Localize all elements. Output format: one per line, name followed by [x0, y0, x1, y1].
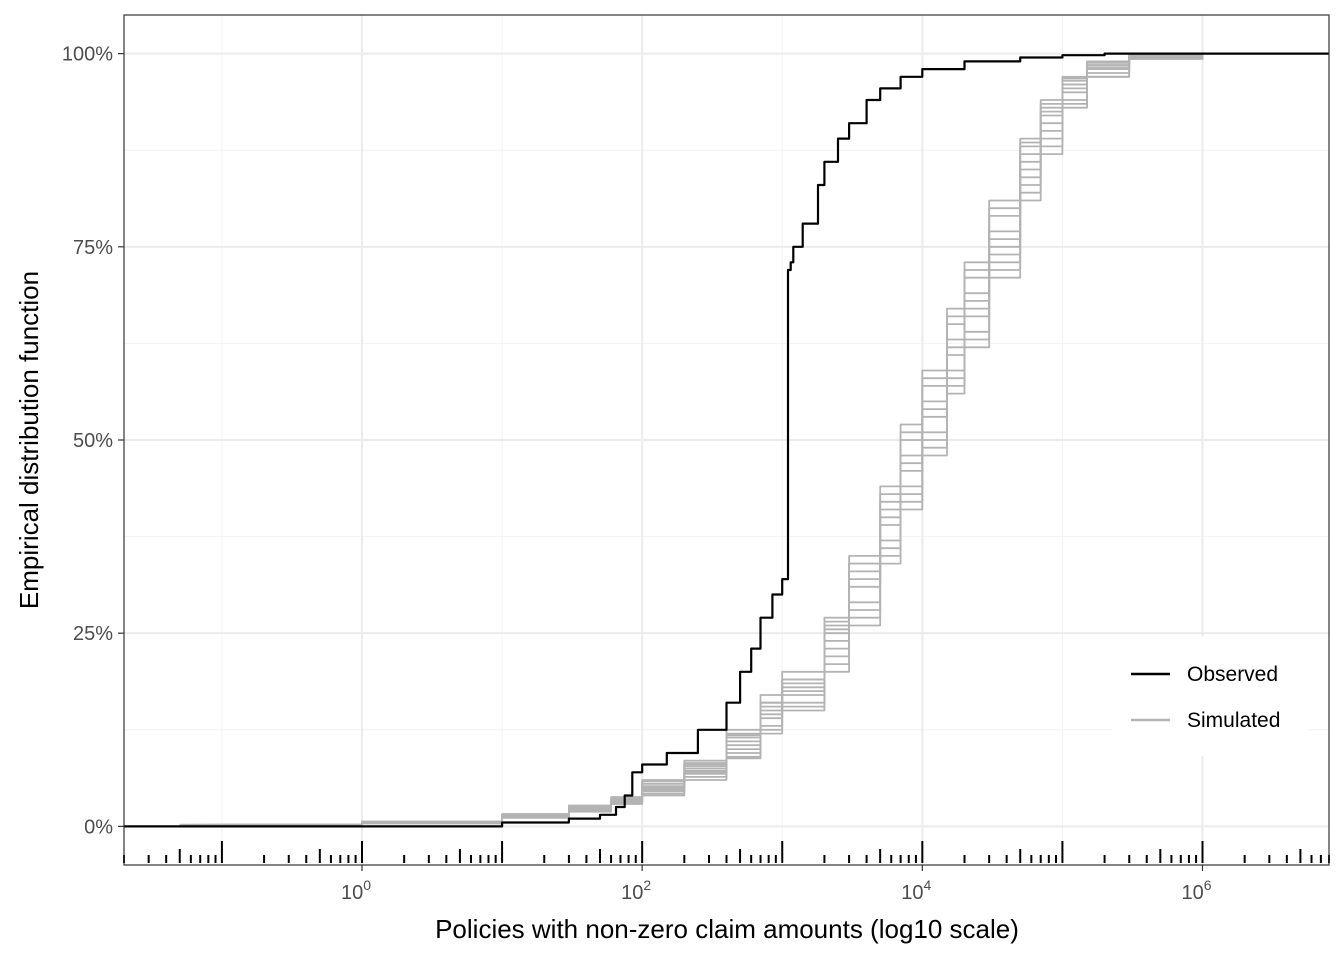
- observed-ecdf-line: [124, 52, 1329, 828]
- legend-box: [1112, 636, 1308, 756]
- legend-label-observed: Observed: [1187, 663, 1278, 686]
- x-rug-ticks: [123, 841, 1330, 863]
- x-tick-label: 100: [341, 877, 371, 904]
- x-axis-title: Policies with non-zero claim amounts (lo…: [435, 914, 1019, 944]
- x-tick-label: 106: [1181, 877, 1211, 904]
- grid: [124, 15, 1329, 865]
- legend-label-simulated: Simulated: [1187, 709, 1280, 732]
- series-lines: [124, 52, 1329, 828]
- y-tick-label: 75%: [73, 237, 113, 259]
- x-tick-label: 104: [901, 877, 931, 904]
- legend: Observed Simulated: [1112, 636, 1308, 756]
- y-tick-label: 0%: [84, 816, 113, 838]
- x-tick-label: 102: [621, 877, 651, 904]
- y-axis-title: Empirical distribution function: [14, 271, 44, 609]
- y-tick-label: 100%: [62, 44, 113, 66]
- x-axis: 100 102 104 106: [341, 865, 1212, 904]
- y-tick-label: 25%: [73, 623, 113, 645]
- simulated-ecdf-line: [221, 52, 1270, 826]
- y-axis: 0% 25% 50% 75% 100%: [62, 44, 124, 838]
- y-tick-label: 50%: [73, 430, 113, 452]
